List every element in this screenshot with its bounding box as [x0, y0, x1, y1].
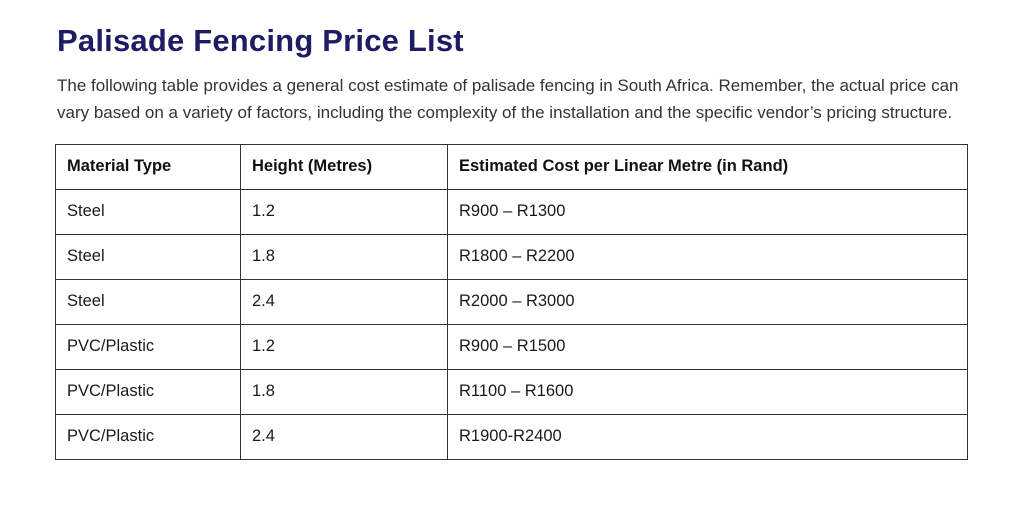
- table-row: Steel 2.4 R2000 – R3000: [55, 278, 968, 325]
- table-cell: 1.8: [240, 233, 448, 280]
- table-cell: PVC/Plastic: [55, 368, 241, 415]
- table-row: PVC/Plastic 1.8 R1100 – R1600: [55, 368, 968, 415]
- table-cell: R1900-R2400: [447, 413, 968, 460]
- table-row: Steel 1.2 R900 – R1300: [55, 188, 968, 235]
- table-row: PVC/Plastic 2.4 R1900-R2400: [55, 413, 968, 460]
- table-cell: Steel: [55, 233, 241, 280]
- table-cell: 1.2: [240, 323, 448, 370]
- table-cell: PVC/Plastic: [55, 413, 241, 460]
- table-cell: Steel: [55, 188, 241, 235]
- table-cell: 1.2: [240, 188, 448, 235]
- table-cell: 2.4: [240, 413, 448, 460]
- table-row: Steel 1.8 R1800 – R2200: [55, 233, 968, 280]
- price-table: Material Type Height (Metres) Estimated …: [55, 143, 968, 460]
- table-cell: R2000 – R3000: [447, 278, 968, 325]
- table-cell: R1800 – R2200: [447, 233, 968, 280]
- table-cell: 1.8: [240, 368, 448, 415]
- column-header-material-type: Material Type: [55, 143, 241, 190]
- column-header-height: Height (Metres): [240, 143, 448, 190]
- table-cell: R900 – R1300: [447, 188, 968, 235]
- column-header-estimated-cost: Estimated Cost per Linear Metre (in Rand…: [447, 143, 968, 190]
- page-title: Palisade Fencing Price List: [57, 23, 464, 58]
- table-cell: PVC/Plastic: [55, 323, 241, 370]
- table-cell: Steel: [55, 278, 241, 325]
- table-cell: 2.4: [240, 278, 448, 325]
- table-row: PVC/Plastic 1.2 R900 – R1500: [55, 323, 968, 370]
- table-header-row: Material Type Height (Metres) Estimated …: [55, 143, 968, 190]
- price-table-body: Steel 1.2 R900 – R1300 Steel 1.8 R1800 – R220…: [55, 188, 968, 460]
- intro-paragraph: The following table provides a general c…: [57, 75, 959, 123]
- table-cell: R1100 – R1600: [447, 368, 968, 415]
- table-cell: R900 – R1500: [447, 323, 968, 370]
